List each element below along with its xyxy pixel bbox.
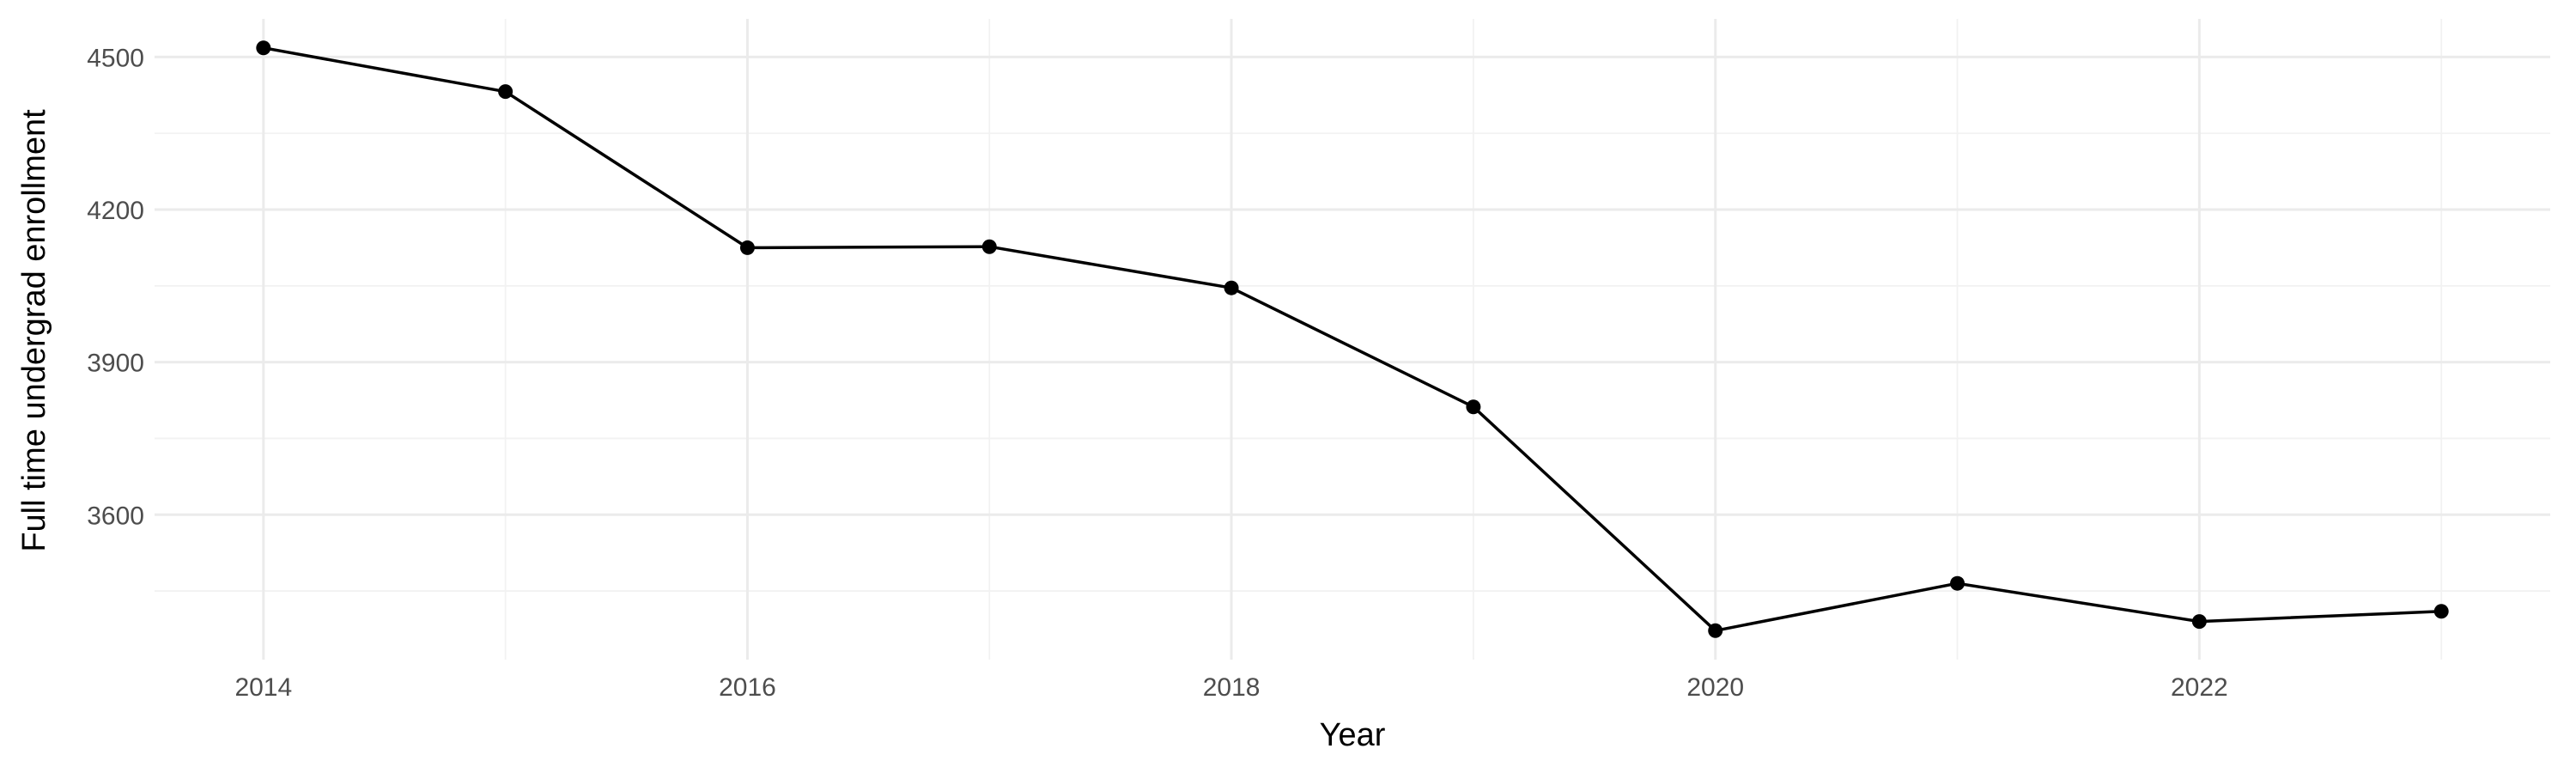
- x-tick-label: 2018: [1203, 673, 1261, 702]
- x-tick-label: 2022: [2171, 673, 2228, 702]
- tick-labels: 3600 3900 4200 4500 2014 2016 2018 2020 2022: [87, 44, 2227, 702]
- data-point: [1466, 399, 1481, 415]
- data-point: [2433, 604, 2449, 619]
- data-point: [1224, 280, 1239, 295]
- y-tick-label: 3900: [87, 350, 144, 378]
- data-point: [1708, 623, 1723, 638]
- x-tick-label: 2014: [234, 673, 292, 702]
- data-point: [1950, 575, 1965, 591]
- y-tick-label: 3600: [87, 502, 144, 530]
- grid-lines: [155, 19, 2550, 660]
- y-tick-label: 4200: [87, 197, 144, 225]
- series-layer: [256, 40, 2449, 638]
- y-tick-label: 4500: [87, 44, 144, 72]
- x-tick-label: 2020: [1686, 673, 1744, 702]
- data-point: [739, 240, 755, 255]
- data-point: [256, 40, 271, 56]
- data-point: [2191, 614, 2207, 630]
- data-point: [498, 84, 513, 100]
- y-axis-title: Full time undergrad enrollment: [16, 109, 52, 552]
- data-point: [981, 239, 997, 254]
- series-line: [263, 46, 2442, 633]
- x-axis-title: Year: [1320, 717, 1386, 753]
- x-tick-label: 2016: [719, 673, 776, 702]
